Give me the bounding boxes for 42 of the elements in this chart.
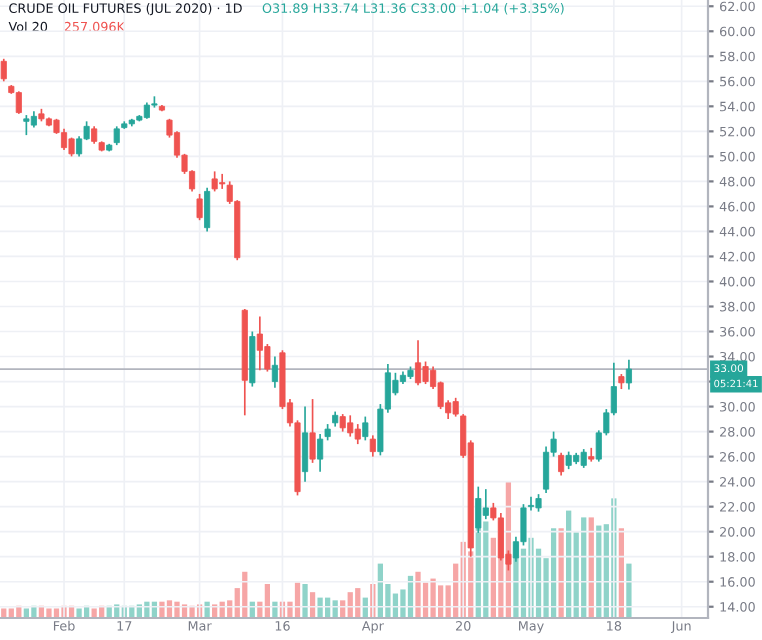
candlestick (309, 398, 316, 464)
candlestick (558, 452, 565, 477)
candlestick (249, 330, 256, 388)
bar (144, 601, 150, 618)
bar (8, 608, 14, 618)
bar (46, 608, 52, 618)
bar (204, 601, 210, 618)
candlestick (362, 415, 369, 442)
bar (53, 608, 60, 618)
bar (302, 584, 308, 618)
candlestick (113, 125, 120, 146)
candlestick (196, 193, 203, 222)
candlestick (204, 186, 211, 233)
candlestick (580, 448, 587, 469)
candlestick (369, 434, 376, 458)
candlestick (271, 355, 278, 389)
candlestick (0, 57, 7, 83)
bar (174, 601, 180, 618)
bar (317, 597, 323, 618)
bar (415, 571, 421, 618)
bar (1, 608, 7, 618)
candlestick (414, 339, 422, 387)
candlestick (482, 488, 489, 521)
candlestick (211, 170, 218, 193)
bar (430, 578, 436, 618)
candlestick (256, 315, 263, 372)
candlestick (23, 114, 30, 136)
candlestick (354, 423, 361, 445)
bar (558, 528, 564, 618)
candlestick (422, 360, 429, 385)
candlestick (347, 414, 354, 438)
candlestick (625, 358, 632, 391)
bar (626, 563, 632, 618)
bar (272, 601, 278, 618)
candlestick (543, 445, 550, 494)
candlestick (301, 405, 309, 483)
candlestick (317, 433, 324, 473)
bar (76, 608, 82, 618)
candlestick (15, 90, 22, 115)
bar (23, 608, 29, 618)
bar (91, 608, 97, 618)
bar (159, 601, 165, 618)
